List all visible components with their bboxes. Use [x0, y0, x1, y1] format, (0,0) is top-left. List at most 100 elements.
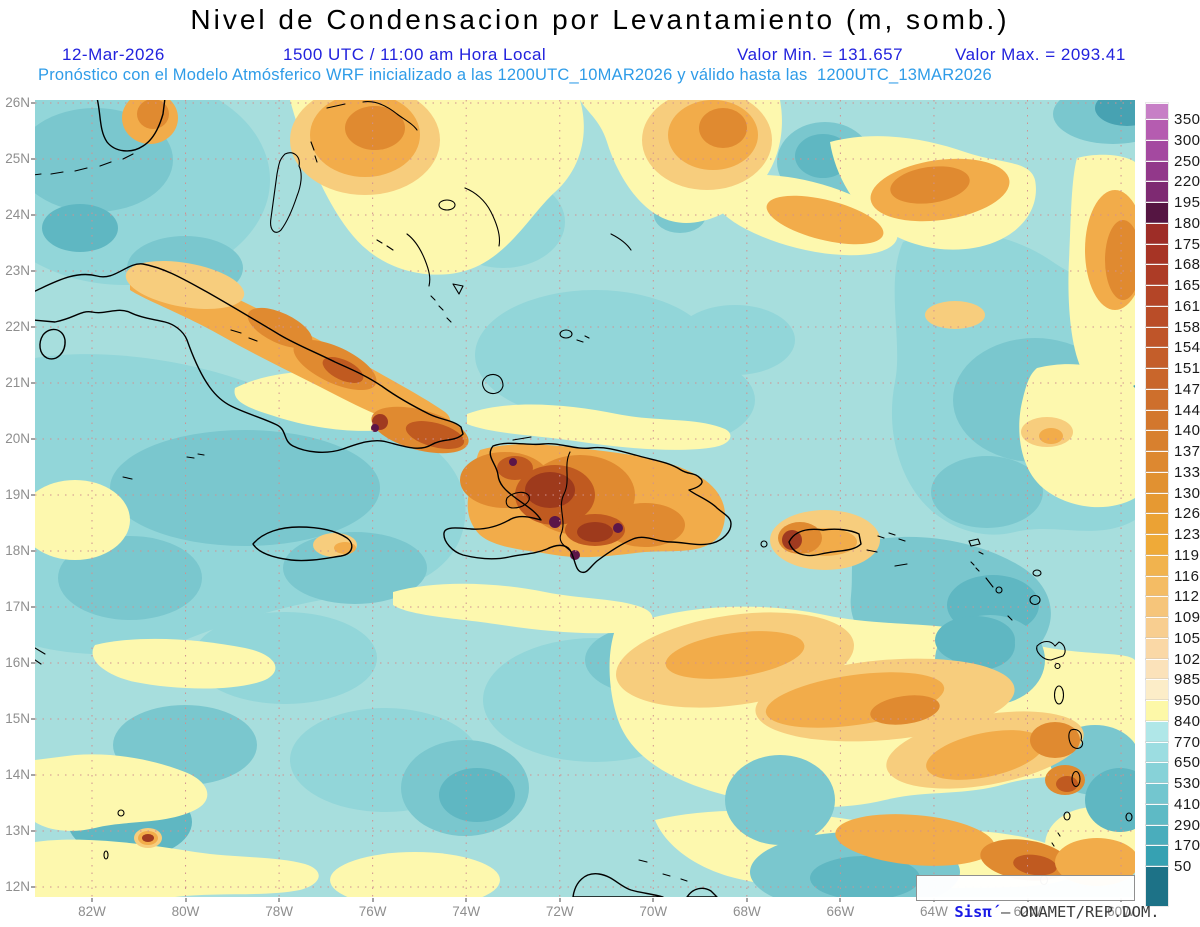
lat-tick-mark: [31, 270, 35, 272]
lat-tick-label: 19N: [5, 487, 30, 502]
colorbar-segment: [1145, 636, 1169, 660]
watermark-text: – ONAMET/REP.DOM.: [991, 903, 1160, 921]
colorbar-tick-label: 410: [1174, 795, 1200, 813]
coastline-hispaniola: [443, 442, 732, 574]
colorbar-tick-label: 770: [1174, 733, 1200, 751]
lon-tick-mark: [184, 898, 187, 902]
lat-tick-label: 25N: [5, 151, 30, 166]
colorbar-segment: [1145, 159, 1169, 183]
colorbar-segment: [1145, 512, 1169, 535]
lat-tick-mark: [31, 102, 35, 104]
lat-tick-mark: [31, 550, 35, 552]
colorbar-segment: [1145, 595, 1169, 618]
lat-tick-label: 13N: [5, 823, 30, 838]
colorbar-tick-label: 1160: [1174, 567, 1200, 585]
colorbar-segment: [1145, 408, 1169, 432]
colorbar-segment: [1145, 865, 1169, 907]
lcl-shading-layer: [35, 100, 1135, 897]
guadeloupe: [1036, 640, 1066, 670]
colorbar-tick-label: 1055: [1174, 629, 1200, 647]
lon-tick-label: 62W: [1006, 904, 1050, 919]
colorbar-tick-label: 1750: [1174, 235, 1200, 253]
colorbar-tick-label: 290: [1174, 816, 1200, 834]
lon-tick-label: 76W: [358, 904, 387, 919]
lat-tick-mark: [31, 774, 35, 776]
colorbar-segment: [1145, 221, 1169, 245]
colorbar-tick-label: 1440: [1174, 401, 1200, 419]
lon-tick-mark: [652, 898, 655, 902]
lat-tick-mark: [31, 886, 35, 888]
colorbar-segment: [1145, 180, 1169, 203]
gonave-island: [505, 436, 532, 509]
coastline-bahamas: [270, 101, 632, 395]
lon-tick-mark: [91, 898, 93, 902]
sispi-logo: Sisπ́: [954, 903, 992, 921]
colorbar-tick-label: 1475: [1174, 380, 1200, 398]
lon-tick-label: 66W: [826, 904, 855, 919]
lon-tick-label: 60W: [1099, 904, 1143, 919]
lat-tick-mark: [31, 606, 35, 608]
colorbar-tick-label: 1300: [1174, 484, 1200, 502]
mona-vieques: [760, 540, 878, 553]
colorbar-tick-label: 170: [1174, 837, 1200, 855]
colorbar-segment: [1145, 678, 1169, 701]
lat-tick-label: 24N: [5, 207, 30, 222]
colorbar-segment: [1145, 491, 1169, 515]
colorbar-segment: [1145, 102, 1169, 120]
lon-tick-label: 64W: [912, 904, 956, 919]
leeward-islands: [968, 538, 1042, 621]
lon-tick-label: 68W: [732, 904, 761, 919]
colorbar-segment: [1145, 263, 1169, 286]
validity-line: 12-Mar-2026 1500 UTC / 11:00 am Hora Loc…: [0, 45, 1200, 64]
florida-keys: [35, 153, 134, 176]
colorbar-tick-label: 1685: [1174, 256, 1200, 274]
colorbar-tick-label: 1335: [1174, 463, 1200, 481]
colorbar-segment: [1145, 699, 1169, 722]
page-title: Nivel de Condensacion por Levantamiento …: [190, 4, 1010, 35]
colorbar-segment: [1145, 304, 1169, 328]
colorbar-segment: [1145, 802, 1169, 826]
colorbar-tick-label: 1650: [1174, 277, 1200, 294]
coastline-florida: [96, 100, 166, 152]
colorbar-tick-label: 1580: [1174, 318, 1200, 336]
lon-tick-label: 74W: [452, 904, 481, 919]
colorbar-tick-label: 2200: [1174, 173, 1200, 191]
colorbar-tick-label: 1800: [1174, 214, 1200, 232]
colorbar-tick-label: 1230: [1174, 526, 1200, 543]
colorbar-tick-label: 3500: [1174, 111, 1200, 128]
colorbar-segment: [1145, 782, 1169, 805]
lat-tick-label: 16N: [5, 655, 30, 670]
lat-tick-label: 12N: [5, 879, 30, 894]
virgin-islands: [877, 532, 908, 567]
colorbar-tick-label: 1265: [1174, 505, 1200, 523]
value-max-label: Valor Max. = 2093.41: [955, 45, 1126, 64]
colorbar-segment: [1145, 470, 1169, 494]
colorbar-segment: [1145, 284, 1169, 307]
coastline-guajira: [572, 873, 718, 897]
colorbar-segment: [1145, 450, 1169, 473]
colorbar-tick-label: 50: [1174, 858, 1192, 875]
colorbar-tick-label: 1020: [1174, 650, 1200, 668]
value-min-label: Valor Min. = 131.657: [737, 45, 904, 64]
forecast-info-line: Pronóstico con el Modelo Atmósferico WRF…: [38, 66, 992, 84]
lat-tick-label: 22N: [5, 319, 30, 334]
colorbar-tick-label: 3000: [1174, 131, 1200, 149]
lat-tick-label: 21N: [5, 375, 30, 390]
colorbar-tick-label: 1370: [1174, 443, 1200, 460]
colorbar-tick-label: 1090: [1174, 609, 1200, 626]
lon-tick-label: 80W: [171, 904, 200, 919]
lat-tick-label: 14N: [5, 767, 30, 782]
valid-date: 12-Mar-2026: [62, 45, 165, 64]
colorbar-tick-label: 1950: [1174, 194, 1200, 211]
lat-tick-label: 18N: [5, 543, 30, 558]
colorbar-segment: [1145, 138, 1169, 162]
lat-tick-mark: [31, 214, 35, 216]
lon-tick-mark: [278, 898, 281, 902]
colorbar-segment: [1145, 553, 1169, 577]
colorbar-segment: [1145, 574, 1169, 598]
lat-tick-label: 15N: [5, 711, 30, 726]
cayman-islands: [122, 329, 258, 480]
lat-tick-label: 26N: [5, 95, 30, 110]
colorbar-tick-label: 1510: [1174, 360, 1200, 377]
san-andres-providencia: [35, 647, 125, 860]
